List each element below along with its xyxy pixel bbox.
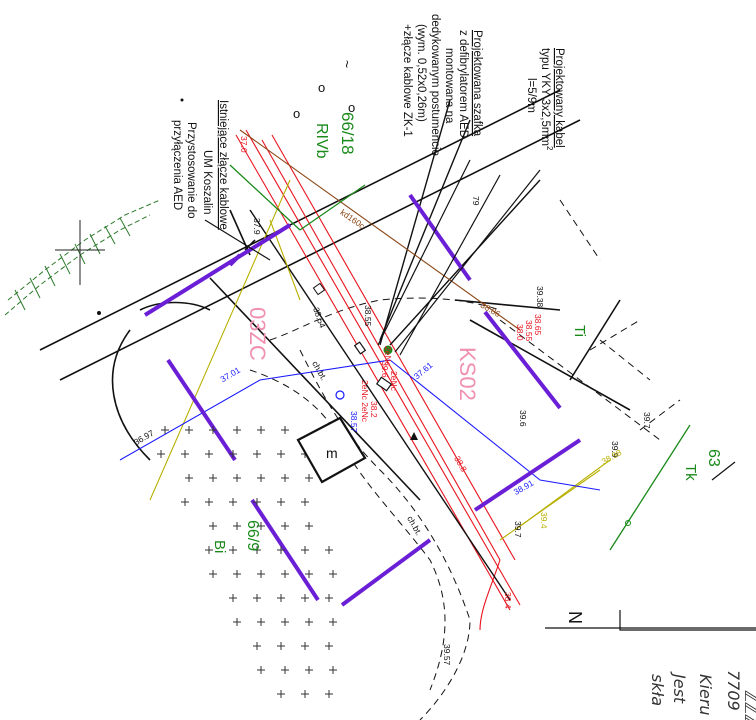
svg-text:ch.bt.: ch.bt. — [405, 514, 424, 537]
symbol-circle-1: o — [318, 80, 325, 95]
svg-text:38.4: 38.4 — [503, 592, 513, 609]
survey-point-2 — [97, 311, 101, 315]
parcel-class-tk: Tk — [682, 464, 699, 481]
svg-text:Przystosowanie do: Przystosowanie do — [185, 122, 197, 219]
blue-point-marker — [335, 390, 345, 400]
symbol-tilde: ~ — [339, 60, 355, 68]
svg-text:38.57: 38.57 — [349, 411, 359, 433]
blue-lines — [119, 359, 601, 491]
svg-text:skła: skła — [648, 674, 667, 706]
svg-text:38.55: 38.55 — [363, 305, 373, 327]
arrow-head — [410, 432, 418, 440]
svg-text:ℤℤℤ: ℤℤℤ — [741, 690, 756, 720]
svg-text:Kieru: Kieru — [696, 674, 715, 716]
svg-text:38.0: 38.0 — [515, 324, 525, 341]
svg-text:39.6: 39.6 — [518, 410, 528, 427]
parcel-66-9: 66/9 — [244, 520, 261, 551]
svg-text:38.2: 38.2 — [369, 401, 379, 418]
svg-text:37.0: 37.0 — [239, 136, 249, 153]
svg-text:37.61: 37.61 — [412, 360, 435, 382]
svg-text:typu YKY 3x2,5mm2: typu YKY 3x2,5mm2 — [539, 48, 554, 151]
cabinet-symbol — [375, 376, 393, 392]
symbol-circle-2: o — [293, 106, 300, 121]
svg-text:dedykowanym postumencie: dedykowanym postumencie — [429, 14, 441, 156]
svg-text:38.8: 38.8 — [452, 454, 469, 474]
note-projected-cable: Projektowany kabel typu YKY 3x2,5mm2 l=5… — [525, 48, 565, 151]
building-m — [296, 416, 367, 484]
purple-bars — [143, 193, 582, 607]
svg-text:przyłączenia AED: przyłączenia AED — [171, 120, 183, 210]
parcel-63: 63 — [705, 449, 722, 467]
zone-03zc: 03ZC — [245, 307, 270, 361]
svg-text:39.57: 39.57 — [442, 644, 452, 666]
symbol-circle-3: o — [348, 100, 355, 115]
svg-text:2eNc 2eNc: 2eNc 2eNc — [360, 380, 370, 423]
brown-pipe-line — [239, 129, 521, 331]
north-label: N — [565, 611, 585, 624]
dashed-outlines — [249, 199, 681, 720]
svg-text:39.9: 39.9 — [610, 441, 620, 458]
note-existing-connector: Istniejące złącze kablowe UM Koszalin Pr… — [171, 100, 229, 230]
parcel-66-18: 66/18 — [338, 112, 357, 155]
parcel-boundary-green — [229, 164, 691, 551]
svg-text:36.97: 36.97 — [132, 428, 156, 447]
svg-text:Projektowana szafka: Projektowana szafka — [471, 30, 483, 137]
cross-pattern-area — [157, 426, 337, 698]
svg-text:2eNc: 2eNc — [389, 371, 399, 392]
svg-text:2eNc: 2eNc — [383, 346, 393, 367]
svg-text:z defibrylatorem AED: z defibrylatorem AED — [457, 30, 469, 138]
parcel-class-bi: Bi — [211, 540, 228, 553]
svg-text:38.91: 38.91 — [512, 478, 536, 497]
svg-text:Jest: Jest — [670, 671, 689, 704]
svg-text:montowana na: montowana na — [443, 48, 455, 124]
north-arrow — [545, 610, 756, 631]
title-block-fragments: ℤℤℤ 7709 Kieru Jest skła — [648, 670, 756, 720]
svg-text:39.6: 39.6 — [380, 361, 390, 378]
cable-route-black — [249, 99, 541, 601]
parcel-class-ti: Ti — [571, 325, 588, 337]
svg-text:39.7: 39.7 — [642, 412, 652, 429]
svg-text:79: 79 — [471, 196, 481, 206]
svg-text:37.9: 37.9 — [252, 218, 262, 235]
svg-text:+złącze kablowe ZK-1: +złącze kablowe ZK-1 — [401, 24, 413, 137]
svg-text:ch.bt.: ch.bt. — [310, 359, 329, 382]
svg-text:38.55: 38.55 — [524, 320, 534, 342]
svg-text:38.54: 38.54 — [311, 306, 328, 330]
note-projected-cabinet: Projektowana szafka z defibrylatorem AED… — [401, 14, 483, 156]
post-symbol — [312, 282, 326, 296]
symbol-dot — [180, 98, 184, 102]
svg-text:39.38: 39.38 — [535, 286, 545, 308]
green-point-marker — [383, 345, 393, 355]
svg-text:7709: 7709 — [724, 670, 743, 711]
elevation-labels: 37.0 37.9 38.54 38.55 39.38 39.6 39.7 39… — [132, 136, 652, 666]
parcel-class-rivb: RIVb — [313, 123, 330, 159]
building-label: m — [326, 445, 338, 461]
svg-text:38.65: 38.65 — [533, 314, 543, 336]
svg-text:39.4: 39.4 — [539, 512, 549, 529]
svg-text:39.7: 39.7 — [513, 521, 523, 538]
road-edges — [39, 89, 631, 501]
svg-text:Istniejące złącze kablowe: Istniejące złącze kablowe — [217, 100, 229, 230]
zone-ks02: KS02 — [455, 347, 480, 401]
survey-point — [625, 520, 631, 526]
tk-tick — [711, 461, 736, 481]
cross-marker-left — [55, 220, 105, 285]
svg-text:(wym. 0,52x0,26m): (wym. 0,52x0,26m) — [415, 24, 427, 122]
olive-lines — [149, 179, 611, 541]
svg-text:37.01: 37.01 — [218, 365, 242, 384]
junction-symbol — [353, 341, 367, 355]
leader-lines — [204, 159, 541, 356]
svg-text:UM Koszalin: UM Koszalin — [201, 150, 213, 215]
svg-text:Projektowany kabel: Projektowany kabel — [553, 48, 565, 148]
svg-text:l=5/9m: l=5/9m — [525, 78, 537, 113]
hatched-strip-left — [4, 199, 161, 316]
